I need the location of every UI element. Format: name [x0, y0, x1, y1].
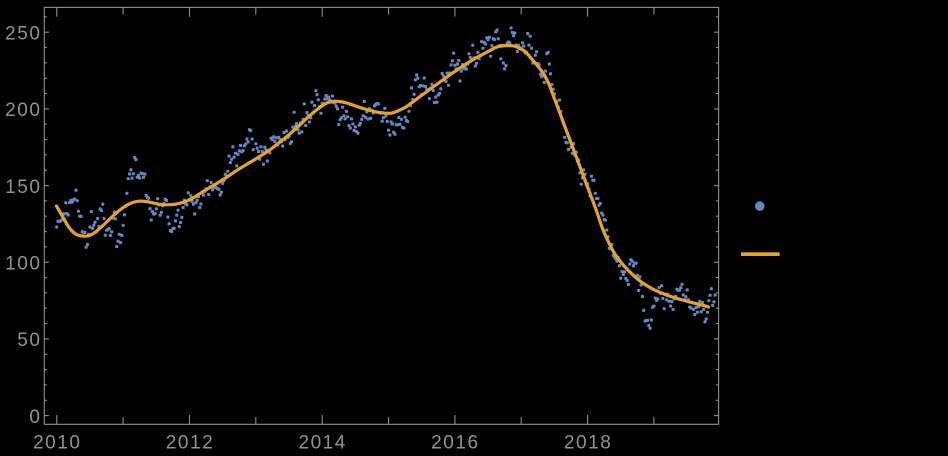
svg-text:2010: 2010	[33, 433, 81, 454]
svg-text:2018: 2018	[564, 433, 612, 454]
svg-text:0: 0	[29, 407, 41, 428]
svg-text:50: 50	[17, 330, 41, 351]
svg-text:2012: 2012	[166, 433, 214, 454]
svg-text:2016: 2016	[431, 433, 479, 454]
svg-text:200: 200	[5, 100, 41, 121]
svg-text:100: 100	[5, 254, 41, 275]
svg-text:2014: 2014	[298, 433, 346, 454]
svg-text:150: 150	[5, 177, 41, 198]
svg-text:250: 250	[5, 24, 41, 45]
